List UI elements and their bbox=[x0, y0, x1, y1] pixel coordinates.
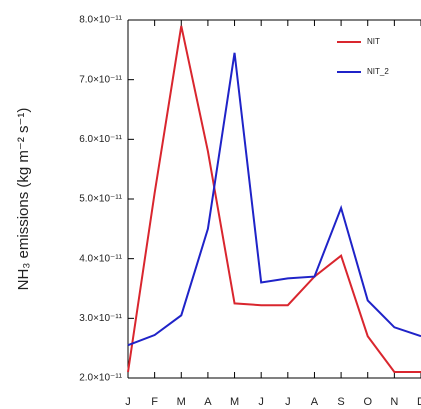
y-tick-label: 3.0×10⁻¹¹ bbox=[79, 313, 122, 324]
x-tick-label: M bbox=[230, 396, 239, 408]
x-tick-label: J bbox=[258, 396, 264, 408]
y-tick-label: 6.0×10⁻¹¹ bbox=[79, 134, 122, 145]
x-tick-label: S bbox=[337, 396, 344, 408]
y-tick-label: 8.0×10⁻¹¹ bbox=[79, 15, 122, 26]
series-line bbox=[127, 52, 421, 347]
x-tick-label: A bbox=[311, 396, 319, 408]
x-tick-label: F bbox=[151, 396, 158, 408]
x-tick-label: M bbox=[177, 396, 186, 408]
y-tick-label: 4.0×10⁻¹¹ bbox=[79, 253, 122, 264]
legend-label: NIT_2 bbox=[367, 67, 389, 76]
y-axis-label: NH₃ emissions (kg m⁻² s⁻¹) bbox=[15, 108, 32, 291]
series-line bbox=[127, 25, 421, 374]
x-tick-label: A bbox=[204, 396, 212, 408]
legend-label: NIT bbox=[367, 37, 380, 46]
y-tick-label: 7.0×10⁻¹¹ bbox=[79, 74, 122, 85]
x-tick-label: J bbox=[285, 396, 291, 408]
y-tick-label: 5.0×10⁻¹¹ bbox=[79, 194, 122, 205]
x-tick-label: J bbox=[125, 396, 131, 408]
x-tick-label: D bbox=[417, 396, 421, 408]
x-tick-label: N bbox=[390, 396, 398, 408]
x-tick-label: O bbox=[363, 396, 372, 408]
y-tick-label: 2.0×10⁻¹¹ bbox=[79, 373, 122, 384]
